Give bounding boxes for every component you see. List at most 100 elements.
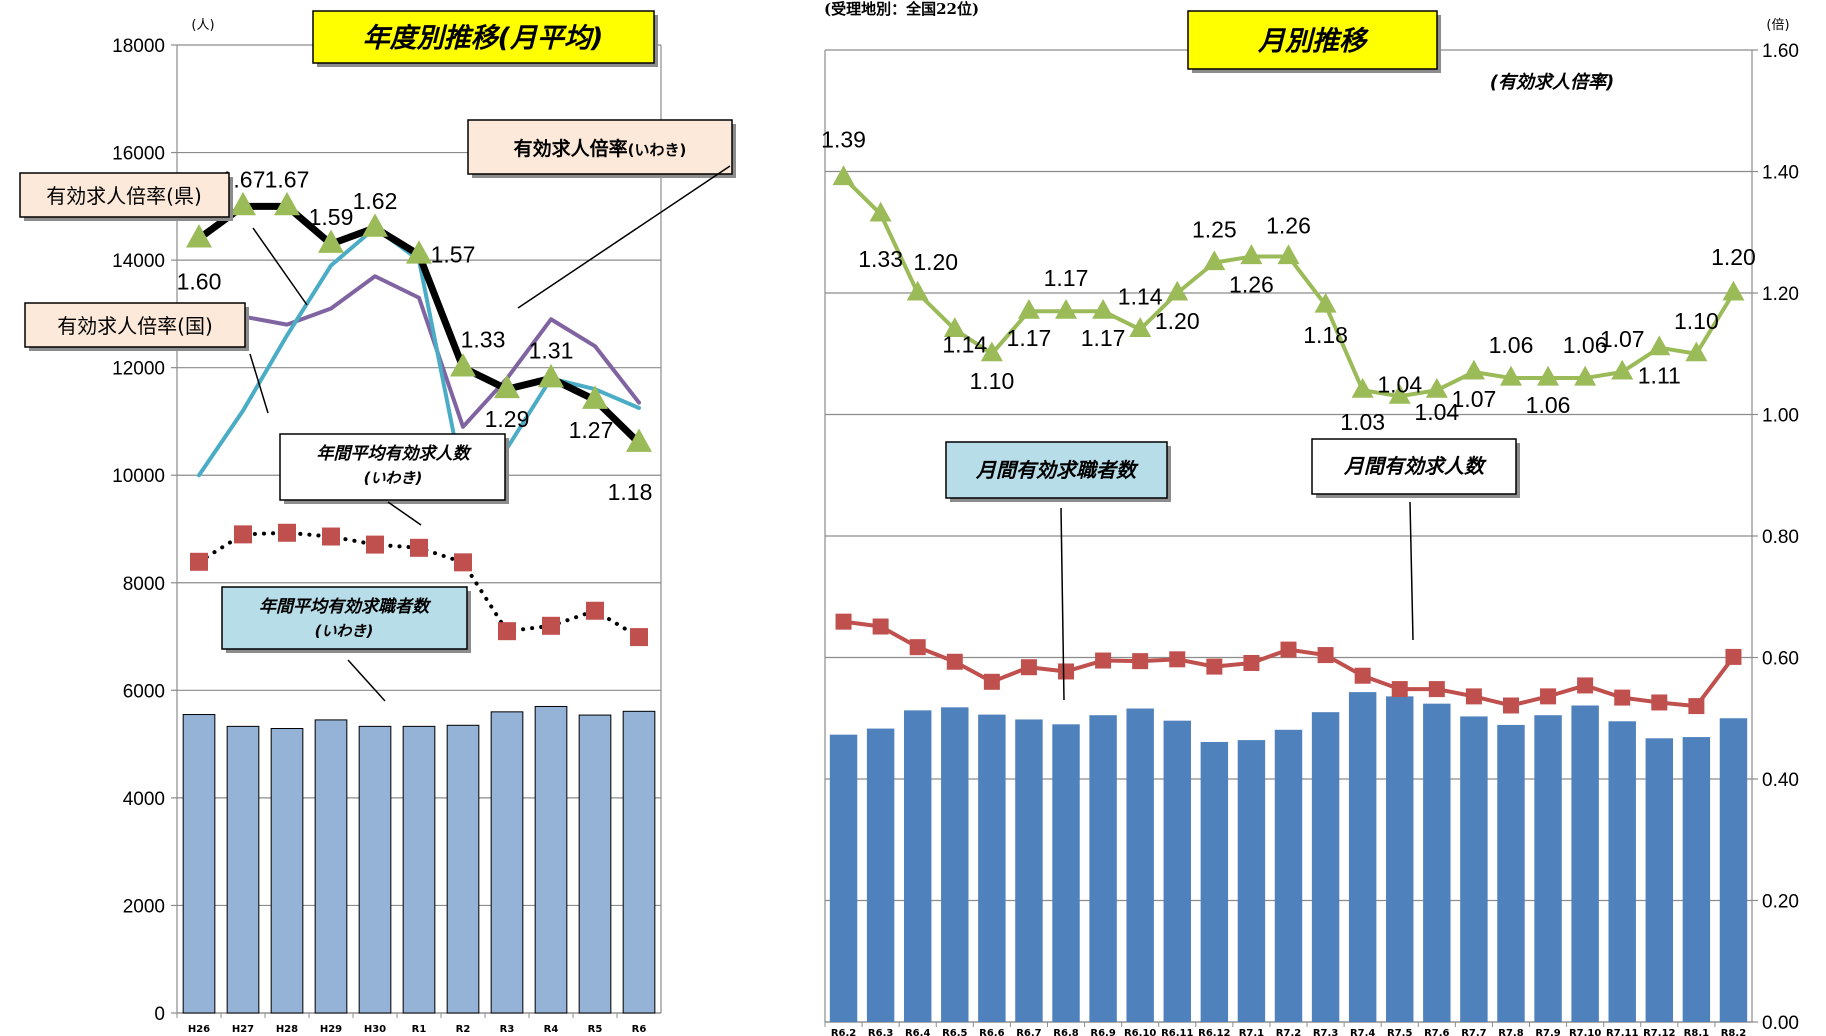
left-offers-marker bbox=[586, 601, 604, 620]
left-ytick-label: 0 bbox=[154, 1004, 165, 1025]
left-bar bbox=[226, 725, 260, 1014]
right-offers-marker bbox=[1428, 681, 1445, 698]
right-ratio-marker bbox=[1240, 244, 1263, 265]
left-nation-ratio-line bbox=[197, 274, 641, 429]
left-bar bbox=[446, 724, 480, 1014]
right-bar bbox=[1163, 720, 1191, 1022]
right-xtick-label: R7.4 bbox=[1350, 1028, 1375, 1036]
right-bar bbox=[1719, 718, 1748, 1022]
right-offers-marker bbox=[1169, 651, 1186, 668]
right-bar bbox=[866, 728, 895, 1022]
left-offers-marker bbox=[542, 616, 560, 635]
left-data-label: 1.60 bbox=[177, 269, 222, 295]
right-ratio-marker bbox=[1314, 292, 1337, 313]
right-data-label: 1.17 bbox=[1007, 325, 1052, 351]
right-offers-marker bbox=[835, 613, 852, 630]
left-bar bbox=[534, 705, 568, 1014]
right-ratio-marker bbox=[1055, 298, 1078, 319]
right-bar bbox=[1274, 729, 1303, 1022]
right-bar bbox=[1534, 715, 1562, 1022]
left-ytick-label: 18000 bbox=[112, 36, 165, 57]
left-ytick-label: 4000 bbox=[123, 789, 165, 810]
right-xtick-label: R7.1 bbox=[1239, 1028, 1264, 1036]
left-y-unit: (人) bbox=[191, 18, 214, 33]
callout-ratio-nation-box bbox=[24, 302, 246, 348]
left-offers-marker bbox=[498, 622, 516, 641]
right-ratio-marker bbox=[1499, 365, 1522, 386]
left-offers-marker bbox=[630, 628, 648, 647]
left-bar bbox=[358, 725, 392, 1014]
right-xtick-label: R7.6 bbox=[1424, 1028, 1449, 1036]
right-data-label: 1.07 bbox=[1452, 386, 1497, 412]
right-data-label: 1.03 bbox=[1340, 409, 1385, 435]
left-xtick-label: H26 bbox=[188, 1024, 210, 1035]
left-iwaki-ratio-marker bbox=[274, 191, 300, 216]
right-offers-line bbox=[843, 619, 1736, 709]
right-data-label: 1.10 bbox=[969, 368, 1014, 394]
right-data-label: 1.06 bbox=[1489, 332, 1534, 358]
right-xtick-label: R8.1 bbox=[1684, 1028, 1709, 1036]
left-data-label: 1.18 bbox=[608, 479, 653, 505]
callout-ratio-iwaki-leader bbox=[517, 165, 731, 309]
left-bar bbox=[402, 725, 436, 1014]
right-data-label: 1.26 bbox=[1229, 272, 1274, 298]
left-bar bbox=[578, 714, 612, 1014]
right-ytick-label: 0.40 bbox=[1762, 770, 1799, 791]
right-bar bbox=[1608, 721, 1636, 1022]
right-data-label: 1.14 bbox=[1118, 283, 1163, 309]
right-offers-marker bbox=[909, 639, 926, 656]
left-xtick-label: R6 bbox=[632, 1024, 647, 1035]
right-bar bbox=[1348, 692, 1377, 1022]
right-data-label: 1.06 bbox=[1563, 332, 1608, 358]
left-iwaki-ratio-marker bbox=[582, 385, 608, 409]
right-bar bbox=[1645, 738, 1674, 1022]
left-bar bbox=[490, 711, 524, 1014]
right-ytick-label: 1.40 bbox=[1762, 163, 1799, 184]
right-ratio-marker bbox=[1203, 250, 1226, 271]
right-ratio-marker bbox=[1129, 317, 1152, 337]
right-bar bbox=[1052, 724, 1080, 1022]
left-data-label: 1.57 bbox=[431, 242, 476, 268]
left-ytick-label: 10000 bbox=[112, 466, 165, 487]
callout-monthly-offers-leader bbox=[1409, 501, 1414, 641]
callout-offers-box bbox=[279, 433, 506, 501]
left-offers-marker bbox=[454, 553, 472, 572]
right-offers-marker bbox=[872, 618, 889, 635]
left-xtick-label: H27 bbox=[232, 1024, 254, 1035]
right-bar bbox=[1200, 741, 1229, 1022]
right-offers-marker bbox=[1614, 689, 1631, 706]
right-bar bbox=[829, 734, 858, 1022]
right-ratio-marker bbox=[1611, 359, 1634, 380]
right-ratio-marker bbox=[1388, 383, 1411, 404]
left-bar bbox=[314, 719, 348, 1014]
right-xtick-label: R7.11 bbox=[1606, 1028, 1638, 1036]
right-ratio-marker bbox=[1648, 335, 1671, 356]
left-ytick-label: 2000 bbox=[123, 896, 165, 917]
right-ratio-marker bbox=[1574, 365, 1597, 386]
left-offers-marker bbox=[410, 538, 428, 557]
left-iwaki-ratio-marker bbox=[186, 224, 212, 248]
right-ratio-marker bbox=[906, 280, 929, 301]
left-xtick-label: H29 bbox=[320, 1024, 342, 1035]
left-xtick-label: R4 bbox=[544, 1024, 559, 1035]
left-data-label: 1.67 bbox=[265, 166, 310, 192]
right-bar bbox=[1571, 705, 1599, 1022]
right-data-label: 1.04 bbox=[1414, 399, 1459, 425]
left-xtick-label: R3 bbox=[500, 1024, 515, 1035]
left-iwaki-ratio-marker bbox=[538, 363, 564, 388]
right-data-label: 1.14 bbox=[942, 331, 987, 357]
right-data-label: 1.20 bbox=[913, 249, 958, 275]
left-bar bbox=[622, 710, 656, 1014]
left-iwaki-ratio-marker bbox=[406, 240, 432, 264]
right-offers-marker bbox=[1391, 681, 1408, 698]
right-data-label: 1.04 bbox=[1377, 371, 1422, 397]
callout-monthly-seekers: 月間有効求職者数 bbox=[975, 458, 1139, 482]
right-data-label: 1.17 bbox=[1044, 265, 1089, 291]
left-offers-marker bbox=[278, 523, 296, 542]
callout-ratio-pref-leader bbox=[252, 227, 308, 306]
right-bar bbox=[1497, 724, 1525, 1022]
left-offers-marker bbox=[366, 535, 384, 554]
right-ratio-marker bbox=[1537, 365, 1560, 386]
right-bar bbox=[978, 714, 1006, 1022]
